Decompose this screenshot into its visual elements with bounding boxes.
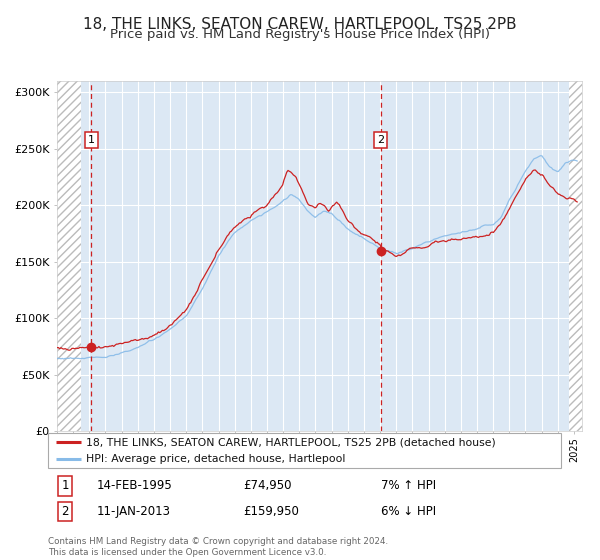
Text: HPI: Average price, detached house, Hartlepool: HPI: Average price, detached house, Hart… — [86, 454, 346, 464]
Text: 2: 2 — [377, 135, 384, 145]
Text: 1: 1 — [88, 135, 95, 145]
Text: £159,950: £159,950 — [243, 505, 299, 518]
Text: £74,950: £74,950 — [243, 479, 292, 492]
Bar — [569, 81, 582, 431]
Text: 2: 2 — [61, 505, 68, 518]
Text: 14-FEB-1995: 14-FEB-1995 — [97, 479, 172, 492]
FancyBboxPatch shape — [48, 433, 561, 468]
Text: 7% ↑ HPI: 7% ↑ HPI — [382, 479, 437, 492]
Text: 11-JAN-2013: 11-JAN-2013 — [97, 505, 171, 518]
Text: 6% ↓ HPI: 6% ↓ HPI — [382, 505, 437, 518]
Bar — [57, 81, 81, 431]
Text: Price paid vs. HM Land Registry's House Price Index (HPI): Price paid vs. HM Land Registry's House … — [110, 28, 490, 41]
Text: 1: 1 — [61, 479, 68, 492]
Text: Contains HM Land Registry data © Crown copyright and database right 2024.
This d: Contains HM Land Registry data © Crown c… — [48, 537, 388, 557]
Text: 18, THE LINKS, SEATON CAREW, HARTLEPOOL, TS25 2PB (detached house): 18, THE LINKS, SEATON CAREW, HARTLEPOOL,… — [86, 437, 496, 447]
Text: 18, THE LINKS, SEATON CAREW, HARTLEPOOL, TS25 2PB: 18, THE LINKS, SEATON CAREW, HARTLEPOOL,… — [83, 17, 517, 32]
